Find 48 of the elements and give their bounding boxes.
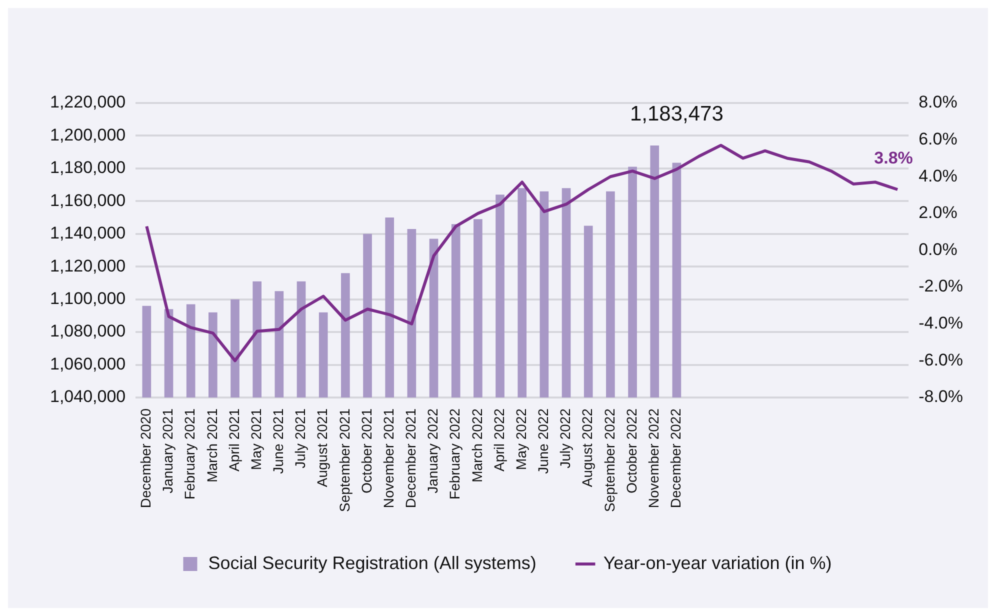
x-tick-label: December 2020: [138, 408, 154, 508]
x-tick-label: June 2022: [535, 408, 552, 474]
x-tick-label: August 2022: [579, 408, 596, 488]
y-tick-label: 1,160,000: [50, 190, 126, 210]
x-tick-label: February 2021: [182, 408, 198, 500]
x-tick-label: August 2021: [314, 408, 330, 488]
x-tick-label: March 2021: [204, 408, 220, 482]
y2-tick-label: -2.0%: [918, 276, 964, 296]
x-tick-label: October 2022: [623, 408, 640, 494]
x-tick-label: April 2021: [226, 408, 242, 472]
x-tick-label: September 2022: [601, 408, 618, 512]
x-tick-label: May 2021: [248, 408, 264, 470]
x-tick-label: December 2022: [668, 408, 684, 508]
data-label: 1,183,473: [630, 102, 724, 126]
x-tick-label: January 2021: [160, 408, 176, 494]
x-tick-label: October 2021: [358, 408, 374, 494]
x-tick-label: September 2021: [336, 408, 352, 512]
y-tick-label: 1,060,000: [50, 354, 126, 374]
x-tick-label: July 2022: [557, 408, 574, 468]
y-tick-label: 1,220,000: [50, 92, 126, 112]
y-tick-label: 1,180,000: [50, 158, 126, 178]
legend-label: Year-on-year variation (in %): [603, 552, 832, 573]
x-tick-label: March 2022: [468, 408, 485, 482]
annotation: 3.8%: [874, 148, 913, 168]
x-tick-label: November 2021: [380, 408, 396, 508]
x-tick-label: April 2022: [490, 408, 507, 472]
y-tick-label: 1,140,000: [50, 224, 126, 243]
y2-tick-label: 2.0%: [918, 203, 958, 222]
x-tick-label: February 2022: [446, 408, 463, 500]
x-tick-label: May 2022: [512, 408, 529, 470]
y2-tick-label: -8.0%: [918, 387, 964, 406]
x-tick-label: June 2021: [270, 408, 286, 474]
x-tick-label: July 2021: [292, 408, 308, 468]
y2-tick-label: 4.0%: [918, 166, 958, 186]
y2-tick-label: 8.0%: [918, 92, 958, 112]
y2-tick-label: -6.0%: [918, 350, 964, 370]
y-tick-label: 1,080,000: [50, 322, 126, 341]
legend-label: Social Security Registration (All systems): [208, 552, 536, 573]
x-tick-label: January 2022: [424, 408, 441, 494]
y2-tick-label: -4.0%: [918, 314, 964, 333]
y2-tick-label: 6.0%: [918, 130, 958, 148]
y-tick-label: 1,200,000: [50, 125, 126, 144]
x-tick-label: December 2021: [402, 408, 419, 508]
x-tick-label: November 2022: [645, 408, 662, 508]
y-tick-label: 1,100,000: [50, 289, 126, 308]
y2-tick-label: 0.0%: [918, 240, 958, 259]
y-tick-label: 1,040,000: [50, 387, 126, 406]
y-tick-label: 1,120,000: [50, 256, 126, 276]
